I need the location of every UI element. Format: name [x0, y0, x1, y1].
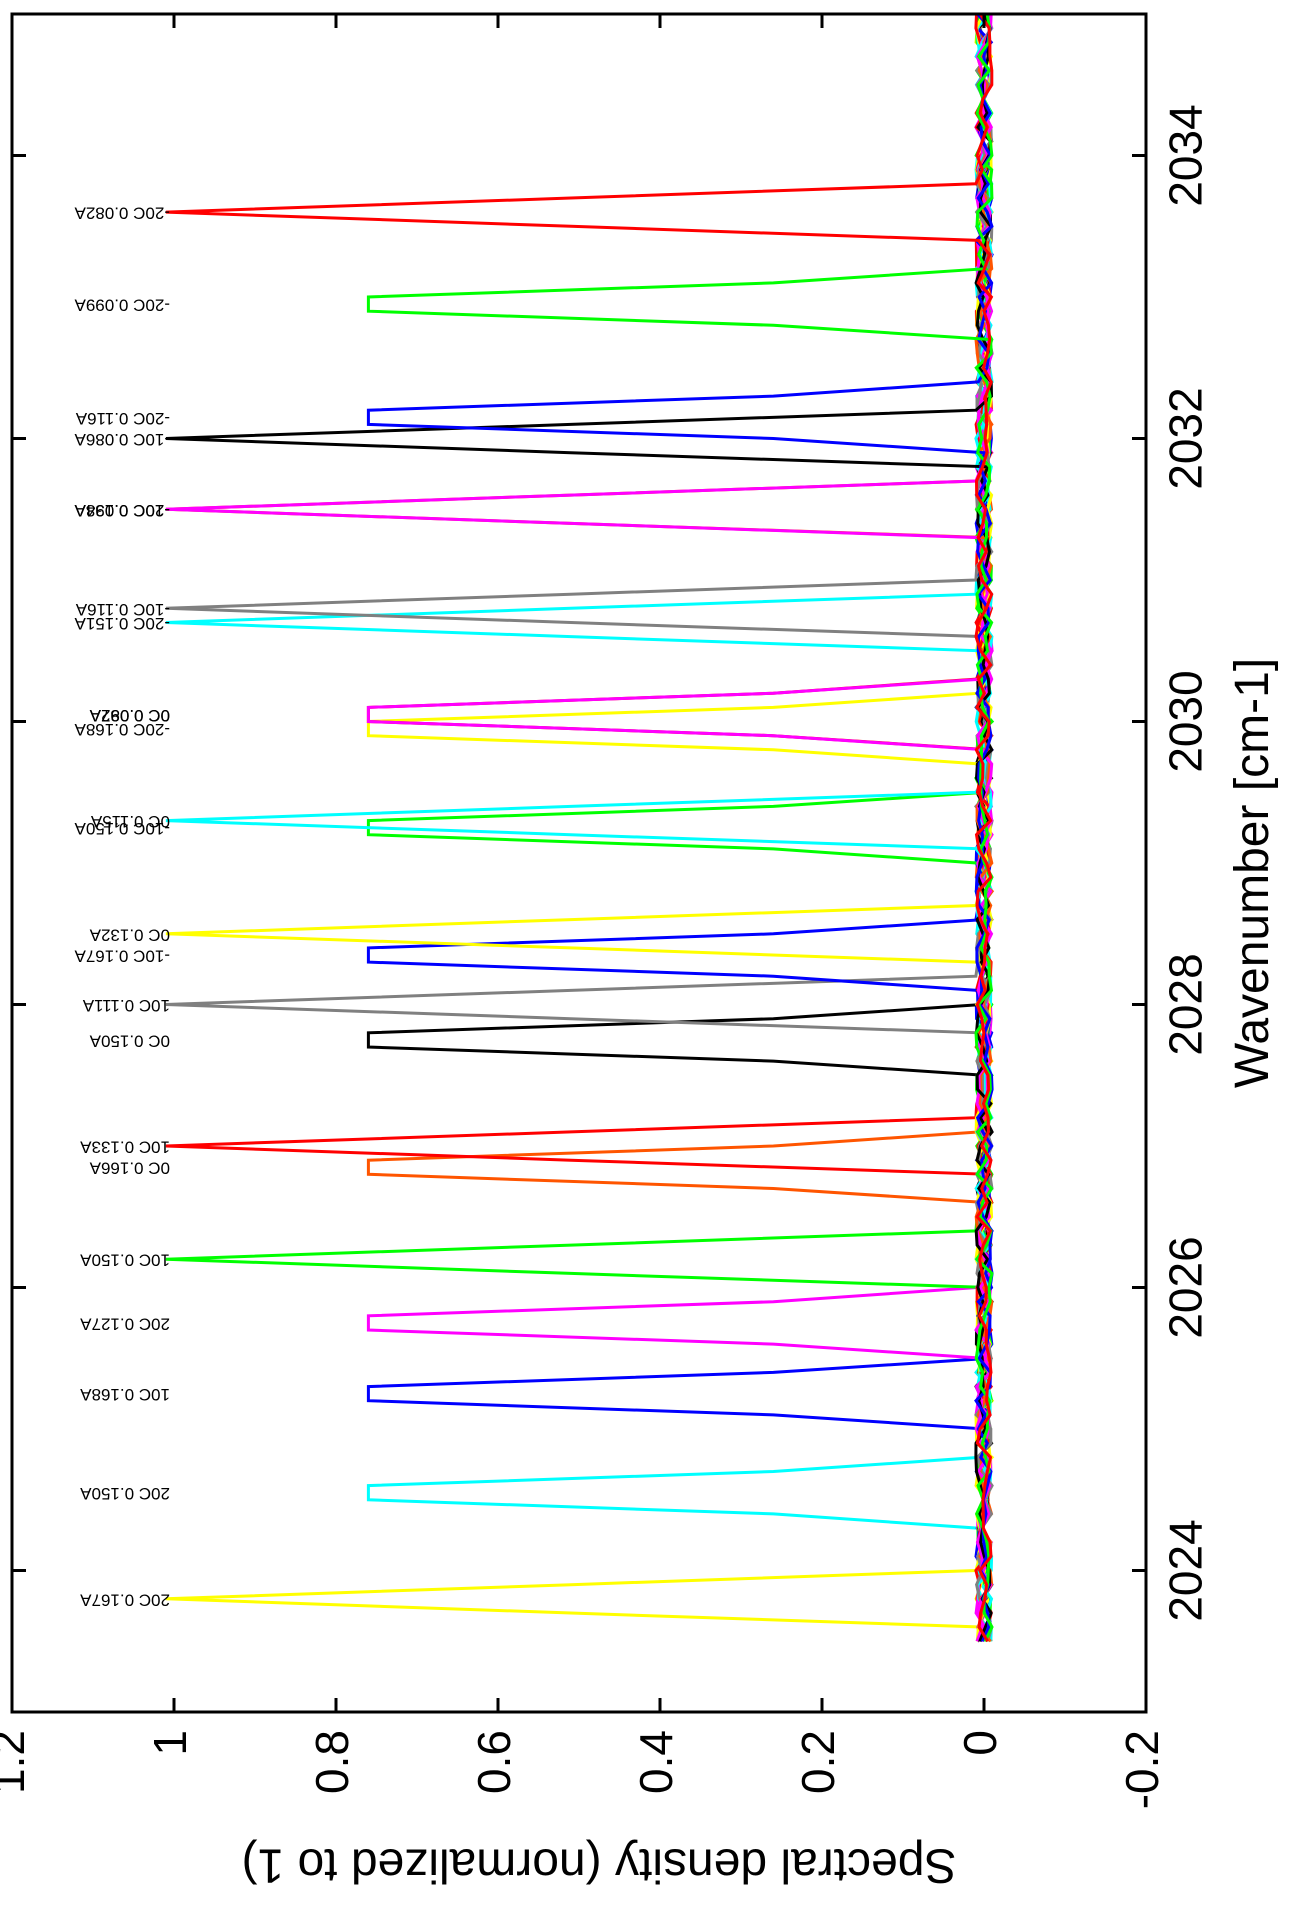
series-line	[366, 13, 994, 1643]
peak-label: 20C 0.167A	[80, 1590, 170, 1609]
y-tick-label: -0.2	[1116, 1730, 1168, 1809]
series-line	[165, 13, 994, 1642]
series-line	[366, 13, 994, 1642]
peak-label: -20C 0.082A	[74, 204, 170, 223]
y-axis-title: Spectral density (normalized to 1)	[242, 1838, 957, 1891]
axes: 2024 2026 2028 2030 2032 2034 -0.2 0 0.2 0.4 0.6 0.…	[0, 12, 1279, 1891]
series-line	[366, 13, 994, 1642]
series-line	[366, 13, 993, 1642]
peak-label: 20C 0.127A	[80, 1314, 170, 1333]
peak-label: -10C 0.150A	[74, 819, 170, 838]
x-tick-label: 2030	[1160, 670, 1212, 772]
y-tick-label: 0.6	[468, 1730, 520, 1794]
peak-label: 0C 0.166A	[89, 1159, 170, 1178]
series-line	[366, 13, 995, 1642]
series-line	[366, 13, 994, 1642]
series-line	[165, 13, 994, 1643]
peak-label: 10C 0.168A	[80, 1385, 170, 1404]
series-line	[165, 13, 994, 1642]
y-tick-label: 0.4	[630, 1730, 682, 1794]
peak-label: -20C 0.151A	[74, 614, 170, 633]
x-tick-label: 2024	[1160, 1519, 1212, 1621]
peak-label: 0C 0.132A	[89, 925, 170, 944]
peak-label: -10C 0.167A	[74, 946, 170, 965]
y-tick-label: 1.2	[0, 1730, 34, 1794]
series-line	[165, 13, 995, 1642]
peak-label: -10C 0.098A	[74, 501, 170, 520]
x-tick-label: 2034	[1160, 104, 1212, 206]
peak-labels: 20C 0.167A 20C 0.150A 10C 0.168A 20C 0.127A…	[74, 204, 170, 1610]
series-line	[366, 13, 994, 1642]
peak-label: -10C 0.086A	[74, 430, 170, 449]
peak-label: 0C 0.115A	[90, 812, 170, 831]
series-line	[165, 13, 994, 1642]
y-tick-label: 0.8	[306, 1730, 358, 1794]
series-line	[165, 13, 995, 1642]
series-line	[165, 13, 994, 1643]
peak-label: -10C 0.116A	[75, 600, 170, 619]
x-tick-label: 2028	[1160, 953, 1212, 1055]
peak-label: 20C 0.150A	[80, 1484, 170, 1503]
series-line	[366, 13, 994, 1642]
series-line	[165, 13, 994, 1642]
x-tick-label: 2026	[1160, 1236, 1212, 1338]
series-line	[366, 13, 994, 1642]
peak-label: -20C 0.116A	[75, 409, 170, 428]
peak-label: -20C 0.099A	[74, 296, 170, 315]
y-tick-label: 1	[144, 1730, 196, 1756]
series-line	[165, 13, 994, 1642]
series-line	[366, 13, 994, 1642]
peak-label: 10C 0.111A	[82, 996, 170, 1015]
peak-label: 10C 0.150A	[80, 1251, 170, 1270]
y-tick-label: 0.2	[792, 1730, 844, 1794]
peak-label: -20C 0.134A	[74, 501, 170, 520]
peak-label: 0C 0.097A	[89, 706, 170, 725]
peak-label: 0C 0.150A	[89, 1031, 170, 1050]
peak-label: 0C 0.082A	[89, 706, 170, 725]
plot-frame	[10, 12, 1148, 1714]
x-tick-label: 2032	[1160, 387, 1212, 489]
y-tick-label: 0	[954, 1730, 1006, 1756]
series-line	[165, 12, 994, 1642]
series-layer	[165, 12, 995, 1643]
series-line	[366, 13, 994, 1643]
peak-label: 10C 0.133A	[80, 1138, 170, 1157]
series-line	[366, 12, 994, 1643]
peak-label: -20C 0.168A	[74, 720, 170, 739]
x-axis-title: Wavenumber [cm-1]	[1226, 658, 1279, 1088]
series-line	[165, 13, 995, 1642]
series-line	[165, 13, 994, 1642]
